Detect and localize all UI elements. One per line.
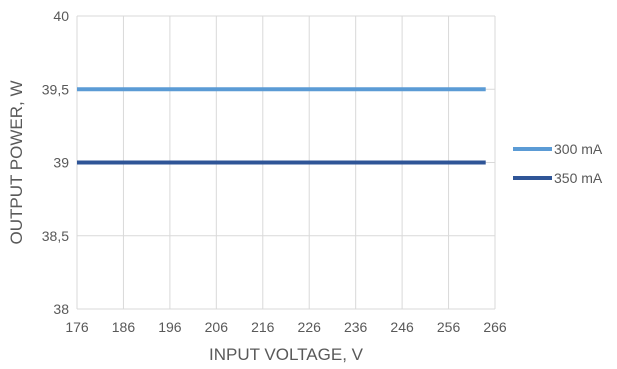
y-tick-labels: 38 38,5 39 39,5 40 bbox=[42, 8, 69, 317]
x-axis-title: INPUT VOLTAGE, V bbox=[209, 345, 364, 364]
legend: 300 mA 350 mA bbox=[513, 141, 603, 186]
series-lines bbox=[77, 87, 486, 165]
y-tick-label: 39 bbox=[53, 155, 69, 171]
y-tick-label: 40 bbox=[53, 8, 69, 24]
y-tick-label: 38,5 bbox=[42, 228, 69, 244]
x-tick-label: 236 bbox=[344, 319, 368, 335]
x-tick-label: 266 bbox=[483, 319, 507, 335]
x-tick-label: 256 bbox=[437, 319, 461, 335]
x-tick-label: 176 bbox=[65, 319, 89, 335]
legend-label-1: 300 mA bbox=[554, 141, 603, 157]
x-tick-label: 246 bbox=[390, 319, 414, 335]
y-tick-label: 39,5 bbox=[42, 81, 69, 97]
x-tick-label: 216 bbox=[251, 319, 275, 335]
x-tick-label: 206 bbox=[205, 319, 229, 335]
y-axis-title: OUTPUT POWER, W bbox=[7, 80, 26, 244]
x-tick-label: 186 bbox=[112, 319, 136, 335]
x-tick-labels: 176 186 196 206 216 226 236 246 256 266 bbox=[65, 319, 507, 335]
legend-label-2: 350 mA bbox=[554, 170, 603, 186]
x-tick-label: 196 bbox=[158, 319, 182, 335]
y-tick-label: 38 bbox=[53, 301, 69, 317]
x-tick-label: 226 bbox=[298, 319, 322, 335]
